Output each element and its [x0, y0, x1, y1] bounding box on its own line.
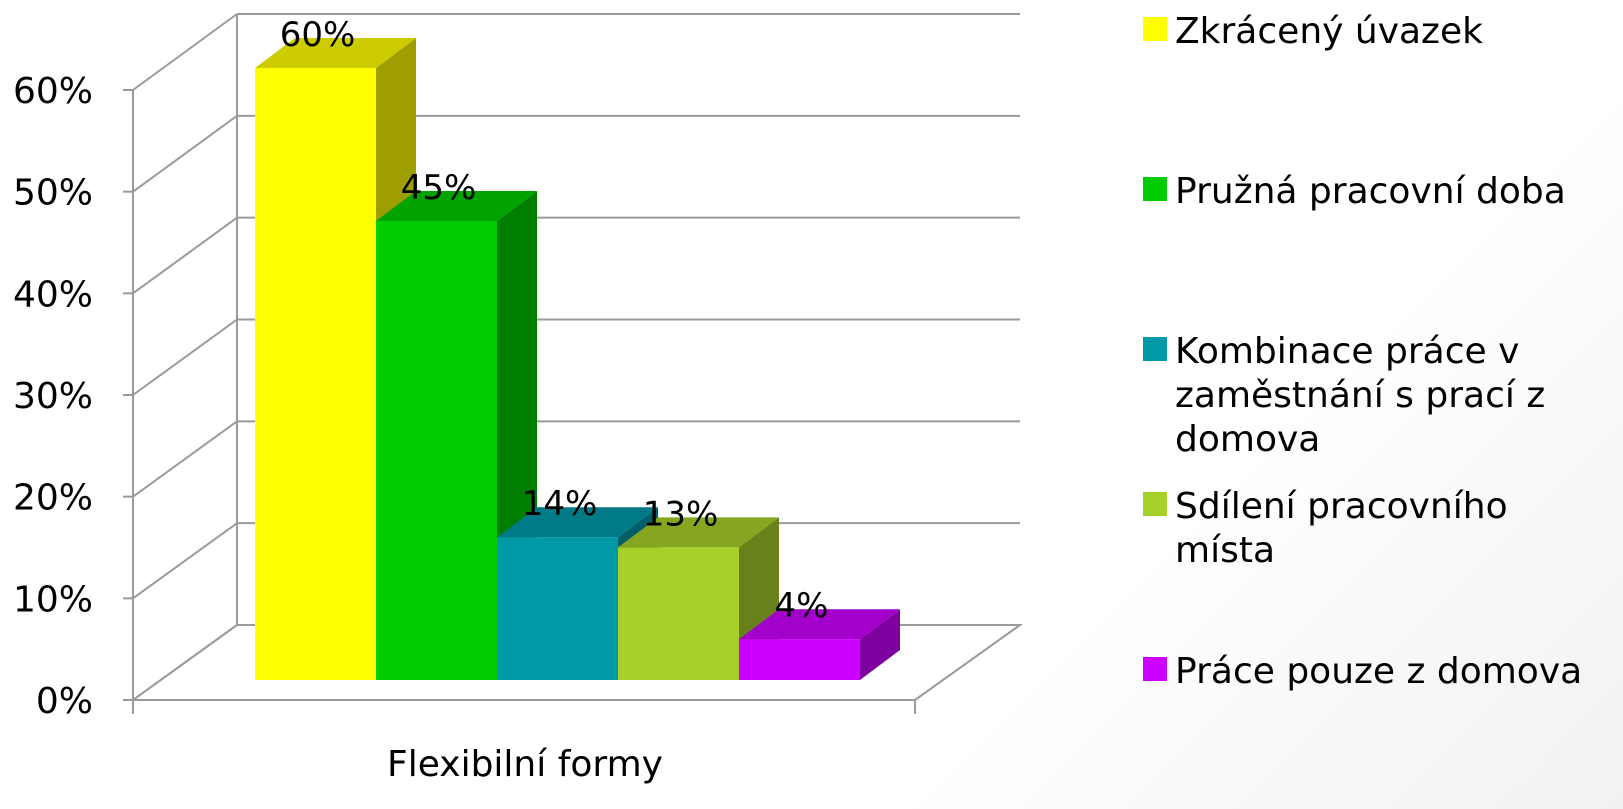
bar-top: [618, 517, 779, 548]
bar-front: [497, 537, 618, 680]
gridline-side: [132, 624, 238, 701]
y-tick-label: 0%: [36, 681, 93, 722]
data-labels: 60% 45% 14% 13% 4%: [280, 15, 829, 626]
bar-top: [739, 609, 900, 640]
legend-label: Kombinace práce v zaměstnání s prací z d…: [1175, 331, 1546, 460]
data-label: 14%: [522, 484, 598, 524]
legend-item: Kombinace práce v zaměstnání s prací z d…: [1143, 330, 1615, 462]
bar: [739, 609, 900, 680]
bars: [255, 38, 900, 680]
gridline-side: [132, 115, 238, 193]
legend-item: Práce pouze z domova: [1143, 650, 1615, 694]
legend-swatch: [1143, 337, 1167, 361]
bar-front: [376, 221, 497, 680]
legend-swatch: [1143, 177, 1167, 201]
legend-swatch: [1143, 492, 1167, 516]
bar: [255, 38, 416, 680]
gridline-side: [132, 216, 238, 295]
bar-top: [255, 38, 416, 68]
bar-top: [376, 191, 537, 221]
gridline-side: [132, 13, 238, 91]
y-axis: 0% 10% 20% 30% 40% 50% 60%: [13, 71, 134, 722]
bar-chart-3d: 0% 10% 20% 30% 40% 50% 60% 60% 45% 14% 13% 4% Flex…: [13, 13, 1024, 785]
legend-label: Práce pouze z domova: [1175, 651, 1583, 692]
data-label: 45%: [401, 168, 477, 208]
legend-item: Sdílení pracovního místa: [1143, 485, 1615, 573]
legend-label: Pružná pracovní doba: [1175, 171, 1566, 212]
legend-label: Zkrácený úvazek: [1175, 11, 1483, 52]
legend-swatch: [1143, 17, 1167, 41]
y-tick-label: 30%: [13, 376, 93, 417]
legend: Zkrácený úvazek Pružná pracovní doba Kombi…: [1143, 0, 1618, 809]
bar-side: [860, 609, 900, 680]
bar-front: [618, 547, 739, 680]
data-label: 13%: [643, 494, 719, 534]
bar-top: [497, 507, 658, 538]
y-tick-label: 50%: [13, 173, 93, 214]
legend-item: Pružná pracovní doba: [1143, 170, 1615, 214]
gridline-side: [132, 420, 238, 498]
data-label: 60%: [280, 15, 356, 55]
gridline-side: [132, 318, 238, 396]
legend-label: Sdílení pracovního místa: [1175, 486, 1508, 571]
bar-front: [739, 639, 860, 680]
y-tick-label: 20%: [13, 478, 93, 519]
data-label: 4%: [775, 586, 829, 626]
gridline-side: [132, 522, 238, 600]
legend-swatch: [1143, 657, 1167, 681]
legend-item: Zkrácený úvazek: [1143, 10, 1615, 54]
y-tick-label: 40%: [13, 274, 93, 315]
x-axis-category-label: Flexibilní formy: [387, 744, 663, 785]
bar-front: [255, 68, 376, 680]
y-tick-label: 10%: [13, 579, 93, 620]
y-tick-label: 60%: [13, 71, 93, 112]
